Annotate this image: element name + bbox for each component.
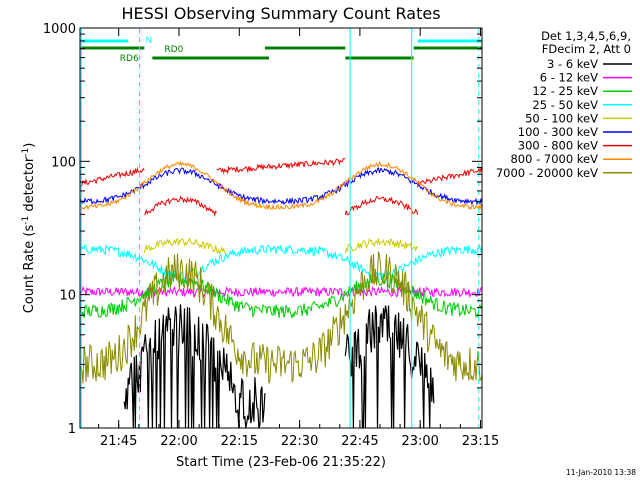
legend-label-6-12-kev: 6 - 12 keV [540,71,598,85]
x-tick-label-4: 22:45 [341,434,378,449]
series-line-12-25-kev-0 [79,272,483,319]
date-stamp: 11-Jan-2010 13:38 [566,468,636,477]
legend-label-25-50-kev: 25 - 50 keV [532,98,598,112]
y-axis-label-main: Count Rate (s [22,225,37,314]
x-tick-label-0: 21:45 [100,434,137,449]
y-tick-label-1: 10 [59,289,76,304]
y-axis-label-sup2: -1 [21,148,31,157]
series-line-300-800-kev-day-0 [144,195,218,218]
legend-header-line-2: FDecim 2, Att 0 [542,42,631,56]
legend-label-100-300-kev: 100 - 300 keV [518,125,598,139]
series-line-300-800-kev-1 [216,158,346,175]
series-line-50-100-kev-1 [344,237,419,254]
series-line-100-300-kev-0 [79,167,483,206]
plot-series [79,158,483,429]
series-line-300-800-kev-2 [417,166,483,188]
plot-frame [79,27,483,429]
x-tick-label-3: 22:30 [281,434,318,449]
legend: Det 1,3,4,5,6,9, FDecim 2, Att 0 3 - 6 k… [496,29,632,180]
series-line-300-800-kev-day-1 [344,196,419,216]
series-line-7000-20000-kev-0 [79,251,483,384]
legend-label-12-25-kev: 12 - 25 keV [532,84,598,98]
flag-bars: N RD0 RD6 [80,36,482,64]
legend-label-50-100-kev: 50 - 100 keV [525,111,598,125]
legend-label-7000-20000-kev: 7000 - 20000 keV [496,166,598,180]
y-axis-label-end: ) [22,143,37,148]
y-tick-label-2: 100 [51,155,76,170]
y-axis-ticks: 1 10 100 1000 [43,22,482,437]
x-tick-label-6: 23:15 [462,434,499,449]
flag-label-rd0: RD0 [164,45,183,55]
legend-label-800-7000-kev: 800 - 7000 keV [510,152,598,166]
x-tick-label-2: 22:15 [221,434,258,449]
legend-label-300-800-kev: 300 - 800 keV [518,139,598,153]
x-tick-label-1: 22:00 [160,434,197,449]
flag-label-n: N [146,36,153,46]
x-tick-label-5: 23:00 [401,434,438,449]
chart-title: HESSI Observing Summary Count Rates [121,4,440,23]
series-line-3-6-kev-1 [344,305,435,429]
series-line-800-7000-kev-0 [79,160,483,212]
legend-label-3-6-kev: 3 - 6 keV [547,57,598,71]
x-axis-ticks: 21:45 22:00 22:15 22:30 22:45 23:00 23:15 [98,28,499,449]
series-line-3-6-kev-0 [123,304,266,429]
y-tick-label-3: 1000 [43,22,76,37]
orbit-vertical-lines [80,28,480,428]
series-line-300-800-kev-0 [79,166,145,188]
y-axis-label-sup1: -1 [21,216,31,225]
y-tick-label-0: 1 [68,422,76,437]
y-axis-label-mid: detector [22,156,37,216]
series-line-50-100-kev-0 [143,237,226,255]
series-line-25-50-kev-0 [79,243,483,280]
flag-label-rd6: RD6 [120,54,139,64]
x-axis-label: Start Time (23-Feb-06 21:35:22) [176,455,386,470]
y-axis-label: Count Rate (s-1 detector-1) [21,143,37,314]
legend-header-line-1: Det 1,3,4,5,6,9, [541,29,631,43]
